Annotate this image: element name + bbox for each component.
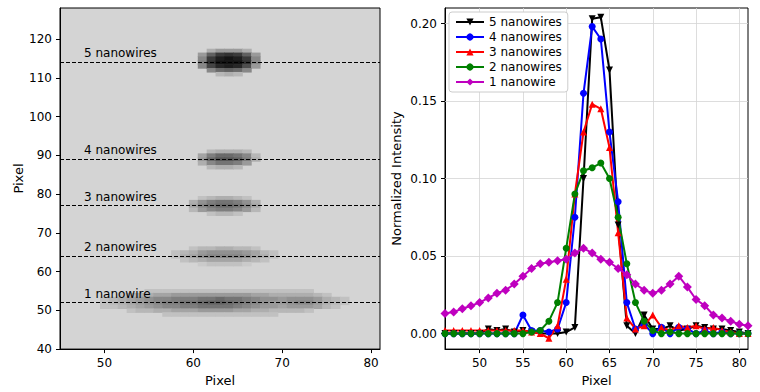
svg-text:1 nanowire: 1 nanowire [84, 287, 151, 301]
svg-text:120: 120 [29, 32, 52, 46]
svg-text:75: 75 [688, 356, 703, 370]
svg-text:Pixel: Pixel [11, 164, 26, 194]
svg-text:4 nanowires: 4 nanowires [84, 143, 157, 157]
svg-text:60: 60 [559, 356, 574, 370]
svg-text:80: 80 [37, 187, 52, 201]
svg-text:50: 50 [97, 356, 112, 370]
svg-text:65: 65 [602, 356, 617, 370]
svg-text:90: 90 [37, 148, 52, 162]
svg-text:70: 70 [275, 356, 290, 370]
svg-text:60: 60 [37, 265, 52, 279]
svg-text:60: 60 [186, 356, 201, 370]
svg-text:3 nanowires: 3 nanowires [84, 190, 157, 204]
svg-text:0.15: 0.15 [410, 94, 437, 108]
svg-text:55: 55 [515, 356, 530, 370]
svg-text:0.20: 0.20 [410, 17, 437, 31]
svg-text:Normalized Intensity: Normalized Intensity [389, 111, 404, 246]
svg-text:0.00: 0.00 [410, 327, 437, 341]
svg-text:50: 50 [472, 356, 487, 370]
svg-text:80: 80 [363, 356, 378, 370]
svg-text:50: 50 [37, 303, 52, 317]
svg-text:5 nanowires: 5 nanowires [489, 15, 562, 29]
svg-text:0.10: 0.10 [410, 172, 437, 186]
svg-text:5 nanowires: 5 nanowires [84, 46, 157, 60]
svg-text:80: 80 [732, 356, 747, 370]
svg-text:40: 40 [37, 342, 52, 356]
svg-text:2 nanowires: 2 nanowires [489, 60, 562, 74]
svg-text:Pixel: Pixel [581, 373, 611, 388]
svg-text:110: 110 [29, 71, 52, 85]
svg-text:3 nanowires: 3 nanowires [489, 45, 562, 59]
svg-text:0.05: 0.05 [410, 249, 437, 263]
svg-text:1 nanowire: 1 nanowire [489, 75, 556, 89]
svg-text:4 nanowires: 4 nanowires [489, 30, 562, 44]
svg-text:70: 70 [37, 226, 52, 240]
svg-text:100: 100 [29, 110, 52, 124]
svg-text:Pixel: Pixel [205, 373, 235, 388]
svg-text:2 nanowires: 2 nanowires [84, 240, 157, 254]
svg-text:70: 70 [645, 356, 660, 370]
